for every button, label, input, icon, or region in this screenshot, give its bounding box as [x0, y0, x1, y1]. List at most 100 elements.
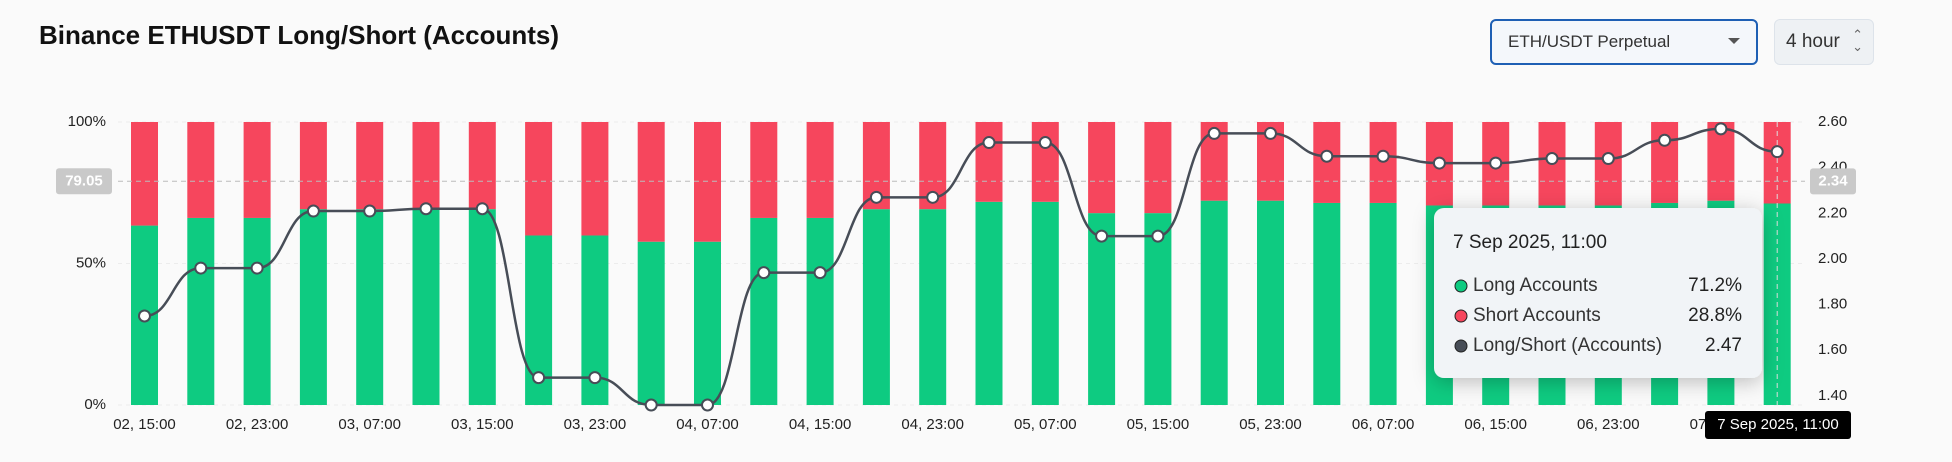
- bar-segment: [356, 209, 384, 405]
- bar-segment: [806, 122, 834, 218]
- ratio-point: [1714, 122, 1728, 136]
- x-tick-label: 03, 15:00: [451, 416, 514, 433]
- ratio-point: [1432, 156, 1446, 170]
- bar-segment: [187, 122, 215, 218]
- ratio-point: [1545, 152, 1559, 166]
- tooltip-label: Long Accounts: [1473, 275, 1598, 296]
- ratio-point: [644, 398, 658, 412]
- bar-segment: [356, 122, 384, 210]
- ratio-point: [1095, 229, 1109, 243]
- spin-arrows: ⌃ ⌄: [1852, 27, 1863, 54]
- x-tick-label: 03, 07:00: [338, 416, 401, 433]
- ratio-point: [1601, 152, 1615, 166]
- ratio-point: [1376, 149, 1390, 163]
- x-tick-label: 02, 23:00: [226, 416, 289, 433]
- ratio-point: [194, 261, 208, 275]
- ratio-point: [588, 371, 602, 385]
- tooltip-value: 28.8%: [1688, 305, 1742, 326]
- ratio-point: [363, 204, 377, 218]
- y-tick-label: 0%: [84, 396, 106, 413]
- y2-tick-label: 1.60: [1818, 341, 1847, 358]
- x-tick-label: 04, 23:00: [901, 416, 964, 433]
- ratio-point: [1658, 133, 1672, 147]
- x-tick-label: 05, 23:00: [1239, 416, 1302, 433]
- tooltip-value: 71.2%: [1688, 275, 1742, 296]
- x-tick-label: 06, 07:00: [1352, 416, 1415, 433]
- symbol-value: ETH/USDT Perpetual: [1508, 32, 1671, 51]
- crosshair-y2-box: [1810, 168, 1856, 195]
- y-tick-label: 50%: [76, 254, 106, 271]
- bar-segment: [468, 209, 496, 405]
- bar-segment: [299, 209, 327, 405]
- bar-segment: [862, 209, 890, 405]
- bar-segment: [243, 217, 271, 405]
- page-title: Binance ETHUSDT Long/Short (Accounts): [39, 20, 559, 50]
- ratio-point: [1207, 126, 1221, 140]
- ratio-point: [982, 136, 996, 150]
- bar-segment: [243, 122, 271, 218]
- bar-segment: [1369, 202, 1397, 405]
- ratio-point: [419, 202, 433, 216]
- ratio-point: [306, 204, 320, 218]
- bar-segment: [412, 122, 440, 210]
- tooltip-box: [1434, 208, 1762, 378]
- ratio-point: [757, 266, 771, 280]
- bar-segment: [187, 217, 215, 405]
- dropdown-arrow: [1728, 38, 1740, 44]
- x-tick-label: 05, 07:00: [1014, 416, 1077, 433]
- bar-segment: [637, 122, 665, 242]
- bar-segment: [975, 201, 1003, 405]
- x-tick-label: 06, 15:00: [1464, 416, 1527, 433]
- bar-segment: [1088, 213, 1116, 405]
- symbol-select[interactable]: ETH/USDT Perpetual: [1490, 19, 1758, 65]
- x-tick-label: 04, 07:00: [676, 416, 739, 433]
- bar-segment: [1088, 122, 1116, 214]
- bar-segment: [412, 209, 440, 405]
- ratio-point: [532, 371, 546, 385]
- interval-value: 4 hour: [1786, 31, 1840, 52]
- ratio-point: [1264, 126, 1277, 140]
- bar-segment: [806, 217, 834, 405]
- x-tick-label: 02, 15:00: [113, 416, 176, 433]
- ratio-point: [250, 261, 264, 275]
- bar-segment: [1144, 122, 1172, 214]
- bar-segment: [1257, 200, 1284, 405]
- y2-tick-label: 2.20: [1818, 204, 1847, 221]
- bar-segment: [694, 122, 721, 242]
- ratio-point: [1770, 145, 1784, 159]
- tooltip-label: Long/Short (Accounts): [1473, 335, 1662, 356]
- ratio-point: [475, 202, 489, 216]
- bar-segment: [299, 122, 327, 210]
- x-tick-label: 06, 23:00: [1577, 416, 1640, 433]
- bar-segment: [1200, 200, 1228, 405]
- tooltip-dot: [1454, 339, 1468, 353]
- crosshair-y-label: 79.05: [65, 172, 103, 189]
- x-tick-label: 05, 15:00: [1127, 416, 1190, 433]
- ratio-point: [138, 309, 151, 323]
- tooltip-dot: [1454, 309, 1468, 323]
- ratio-point: [813, 266, 827, 280]
- ratio-point: [1038, 136, 1052, 150]
- interval-select[interactable]: 4 hour ⌃ ⌄: [1774, 19, 1874, 65]
- crosshair-x-box: [1705, 411, 1851, 439]
- bar-segment: [637, 241, 665, 405]
- tooltip-value: 2.47: [1705, 335, 1742, 356]
- bar-segment: [694, 241, 721, 405]
- ratio-point: [1320, 149, 1334, 163]
- tooltip-title: 7 Sep 2025, 11:00: [1453, 232, 1607, 253]
- tooltip-label: Short Accounts: [1473, 305, 1601, 326]
- bar-segment: [919, 209, 947, 405]
- y2-tick-label: 2.00: [1818, 250, 1847, 267]
- bar-segment: [1313, 202, 1341, 405]
- bar-segment: [1144, 213, 1172, 405]
- ratio-point: [1489, 156, 1503, 170]
- tooltip-dot: [1454, 279, 1468, 293]
- crosshair-y-box: [56, 168, 112, 195]
- ratio-point: [926, 190, 940, 204]
- bar-segment: [525, 122, 553, 236]
- bar-segment: [750, 122, 778, 218]
- y-tick-label: 100%: [68, 113, 106, 130]
- bar-segment: [1031, 122, 1059, 202]
- ratio-point: [869, 190, 883, 204]
